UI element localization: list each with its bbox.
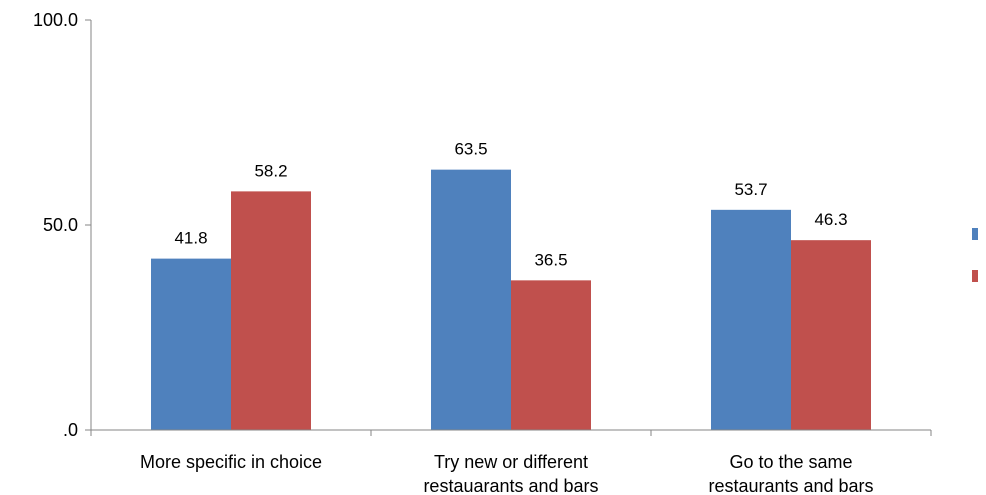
y-tick-label: 100.0 bbox=[33, 10, 78, 30]
bars bbox=[151, 169, 871, 430]
bar-series-1-cat-3 bbox=[711, 209, 791, 430]
y-tick-label: .0 bbox=[63, 420, 78, 440]
y-axis-ticks: .0 50.0 100.0 bbox=[33, 10, 91, 440]
data-label: 63.5 bbox=[454, 140, 487, 159]
data-label: 58.2 bbox=[254, 161, 287, 180]
bar-series-2-cat-1 bbox=[231, 191, 311, 430]
legend-swatch-series-1 bbox=[972, 228, 978, 240]
category-labels: More specific in choice Try new or differ… bbox=[140, 452, 874, 495]
bar-series-1-cat-1 bbox=[151, 258, 231, 430]
y-tick-label: 50.0 bbox=[43, 215, 78, 235]
x-category-label: Try new or different restauarants and bar… bbox=[423, 452, 598, 495]
legend bbox=[972, 228, 978, 282]
bar-series-2-cat-2 bbox=[511, 280, 591, 430]
data-label: 41.8 bbox=[174, 229, 207, 248]
data-label: 36.5 bbox=[534, 250, 567, 269]
bar-series-1-cat-2 bbox=[431, 169, 511, 430]
legend-swatch-series-2 bbox=[972, 270, 978, 282]
x-axis-ticks bbox=[90, 430, 932, 436]
x-category-label: More specific in choice bbox=[140, 452, 322, 472]
data-label: 46.3 bbox=[814, 210, 847, 229]
data-labels: 41.8 58.2 63.5 36.5 53.7 46.3 bbox=[174, 140, 847, 270]
x-category-label: Go to the same restaurants and bars bbox=[708, 452, 873, 495]
data-label: 53.7 bbox=[734, 180, 767, 199]
bar-series-2-cat-3 bbox=[791, 240, 871, 430]
